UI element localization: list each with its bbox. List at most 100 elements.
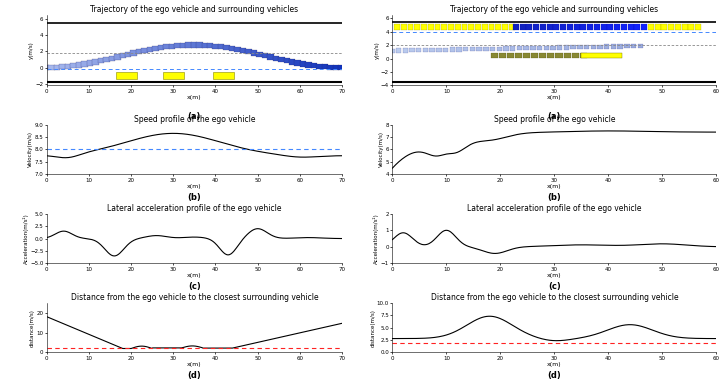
X-axis label: x(m): x(m) [547, 362, 562, 367]
Bar [153, 46, 159, 51]
Bar [328, 64, 334, 70]
Bar [240, 48, 246, 53]
Bar [158, 45, 164, 50]
Text: (c): (c) [548, 282, 561, 291]
Bar [185, 42, 192, 48]
Bar [553, 24, 559, 30]
Bar [604, 44, 609, 49]
Bar [416, 48, 421, 52]
Bar [648, 24, 654, 30]
Bar [103, 57, 109, 62]
Bar [469, 47, 475, 52]
Bar [510, 46, 516, 51]
Bar [191, 42, 197, 48]
Bar [621, 24, 626, 30]
Bar [598, 45, 603, 49]
Bar [98, 58, 104, 63]
Bar [333, 65, 339, 70]
Bar [682, 24, 688, 30]
Bar [267, 54, 274, 60]
Bar [109, 56, 115, 61]
Bar [546, 24, 552, 30]
Bar [130, 50, 137, 56]
Bar [557, 45, 562, 50]
Bar [462, 24, 467, 30]
Bar [547, 53, 554, 58]
Title: Trajectory of the ego vehicle and surrounding vehicles: Trajectory of the ego vehicle and surrou… [450, 5, 659, 14]
Bar [43, 65, 50, 70]
Bar [572, 53, 579, 58]
Bar [421, 24, 427, 30]
Y-axis label: y(m/s): y(m/s) [29, 41, 34, 59]
Bar [513, 24, 519, 30]
Bar [634, 24, 640, 30]
X-axis label: x(m): x(m) [187, 362, 202, 367]
Bar [261, 53, 268, 58]
X-axis label: x(m): x(m) [187, 95, 202, 100]
Bar [174, 43, 181, 48]
Bar [92, 59, 99, 64]
Bar [584, 45, 589, 49]
Bar [311, 63, 318, 68]
Bar [435, 24, 441, 30]
Bar [402, 48, 408, 53]
Title: Trajectory of the ego vehicle and surrounding vehicles: Trajectory of the ego vehicle and surrou… [90, 5, 299, 14]
Bar [305, 62, 312, 67]
Bar [526, 24, 532, 30]
Bar [163, 44, 170, 49]
Bar [71, 63, 77, 68]
Bar [491, 53, 498, 58]
Bar [256, 52, 263, 57]
Bar [76, 62, 82, 67]
Bar [570, 45, 576, 50]
Bar [428, 24, 433, 30]
Y-axis label: Acceleration(m/s²): Acceleration(m/s²) [22, 213, 29, 264]
Y-axis label: Velocity(m/s): Velocity(m/s) [379, 132, 384, 168]
Bar [207, 43, 213, 48]
Bar [675, 24, 681, 30]
Bar [517, 46, 522, 50]
Bar [590, 45, 596, 49]
Bar [423, 48, 428, 52]
Bar [448, 24, 454, 30]
Bar [390, 49, 395, 53]
Bar [507, 53, 514, 58]
Bar [117, 72, 138, 79]
Bar [409, 48, 415, 53]
Bar [488, 24, 495, 30]
X-axis label: x(m): x(m) [547, 184, 562, 189]
Bar [120, 53, 126, 58]
Title: Lateral acceleration profile of the ego vehicle: Lateral acceleration profile of the ego … [107, 204, 282, 213]
Bar [688, 24, 694, 30]
Bar [577, 45, 582, 49]
Bar [582, 53, 622, 58]
Bar [463, 47, 469, 52]
Bar [449, 47, 455, 52]
Title: Speed profile of the ego vehicle: Speed profile of the ego vehicle [494, 115, 615, 124]
Y-axis label: distance(m/s): distance(m/s) [370, 309, 375, 346]
Bar [396, 49, 401, 53]
Y-axis label: distance(m/s): distance(m/s) [30, 309, 35, 346]
Bar [147, 47, 153, 52]
Bar [503, 46, 509, 51]
Bar [564, 45, 569, 50]
Bar [580, 53, 587, 58]
Bar [661, 24, 667, 30]
Bar [539, 53, 546, 58]
Bar [587, 24, 593, 30]
Bar [695, 24, 701, 30]
Bar [414, 24, 420, 30]
Bar [495, 24, 501, 30]
Bar [141, 48, 148, 53]
Bar [556, 53, 562, 58]
Bar [196, 42, 202, 48]
Bar [394, 24, 400, 30]
Bar [499, 53, 505, 58]
Bar [668, 24, 674, 30]
Bar [456, 47, 462, 52]
Bar [580, 24, 586, 30]
Bar [477, 47, 482, 51]
Bar [533, 24, 539, 30]
Bar [631, 44, 636, 49]
Bar [564, 53, 570, 58]
